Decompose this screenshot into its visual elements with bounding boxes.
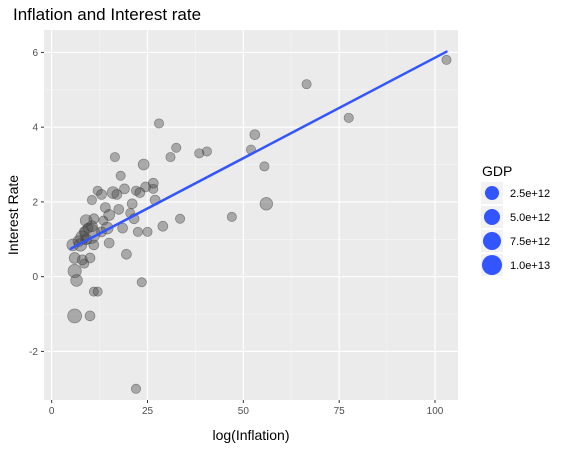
legend-title: GDP [482,163,512,179]
legend-entry-label: 1.0e+13 [510,260,550,272]
data-point [121,248,132,260]
data-point [84,310,96,322]
data-point [148,183,159,194]
data-point [343,112,354,123]
legend-key-line [483,239,501,243]
data-point [226,211,237,222]
data-point [82,222,94,234]
data-point [441,54,452,65]
data-point [67,308,83,324]
data-point [157,220,169,232]
data-point [194,148,205,159]
y-tick-label: 6 [32,48,38,59]
data-point [117,222,128,234]
x-tick-label: 50 [238,406,250,417]
data-point [88,239,100,251]
data-point [115,170,126,181]
data-point [132,226,143,237]
data-point [136,277,147,288]
y-tick-label: -2 [29,347,38,358]
data-point [84,252,96,264]
data-points [66,54,452,394]
data-point [134,187,146,198]
data-point [70,274,83,287]
trend-line [69,50,448,250]
legend-key-line [482,263,502,267]
data-point [140,181,151,193]
data-point [175,213,186,224]
data-point [201,146,212,157]
legend-key-line [485,191,499,195]
y-tick-label: 2 [32,197,38,208]
data-point [301,79,312,90]
trend-line-layer [69,50,448,250]
legend-entry-label: 5.0e+12 [510,212,550,224]
data-point [78,226,90,238]
y-tick-label: 0 [32,272,38,283]
data-point [113,204,125,215]
x-tick-label: 100 [427,406,444,417]
data-point [96,189,107,200]
data-point [88,213,100,225]
data-point [92,286,103,297]
data-point [111,189,123,200]
data-point [259,197,273,211]
data-point [142,226,153,237]
y-axis-label: Interest Rate [5,175,21,255]
legend-entry-label: 7.5e+12 [510,236,550,248]
data-point [103,209,115,221]
legend: GDP 2.5e+12 5.0e+12 7.5e+12 1.0e+13 [481,163,550,276]
data-point [103,237,115,249]
legend-entry-label: 2.5e+12 [510,188,550,200]
minor-gridlines [44,30,458,400]
y-tick-label: 4 [32,123,38,134]
x-axis-label: log(Inflation) [212,427,289,443]
data-point [171,142,182,153]
legend-key-line [484,215,500,219]
data-point [109,152,120,163]
x-tick-label: 75 [334,406,346,417]
data-point [126,198,138,210]
data-point [131,383,141,394]
data-point [88,286,99,297]
y-axis-ticks: -2 0 2 4 6 [29,48,44,358]
major-gridlines [44,30,458,400]
data-point [119,183,130,195]
plot-panel [44,30,458,400]
data-point [154,118,164,129]
x-tick-label: 0 [49,406,55,417]
data-point [147,177,159,189]
data-point [259,161,270,172]
legend-entries: 2.5e+12 5.0e+12 7.5e+12 1.0e+13 [481,182,550,276]
x-tick-label: 25 [142,406,154,417]
data-point [137,158,150,171]
chart-title: Inflation and Interest rate [13,5,201,24]
data-point [165,152,176,163]
x-axis-ticks: 0 25 50 75 100 [49,400,444,417]
data-point [249,129,261,140]
data-point [86,195,97,206]
data-point [92,185,103,196]
